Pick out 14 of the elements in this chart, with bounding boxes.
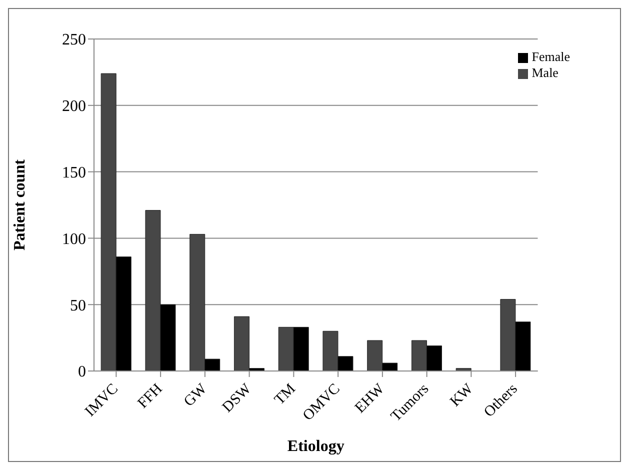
y-tick-label: 50 — [70, 297, 86, 314]
legend-label: Male — [532, 65, 558, 80]
y-tick-label: 0 — [78, 364, 86, 381]
x-tick-label: GW — [181, 380, 211, 410]
x-tick-label: TM — [272, 380, 299, 408]
y-tick-label: 150 — [62, 164, 86, 182]
y-tick-label: 200 — [62, 98, 86, 116]
y-tick-label: 250 — [62, 32, 86, 49]
x-tick-label: FFH — [135, 380, 166, 412]
legend-label: Female — [532, 49, 570, 64]
y-axis-title: Patient count — [12, 158, 29, 251]
x-axis-title: Etiology — [287, 438, 344, 455]
x-tick-label: KW — [447, 380, 478, 410]
y-tick-label: 100 — [62, 230, 86, 248]
